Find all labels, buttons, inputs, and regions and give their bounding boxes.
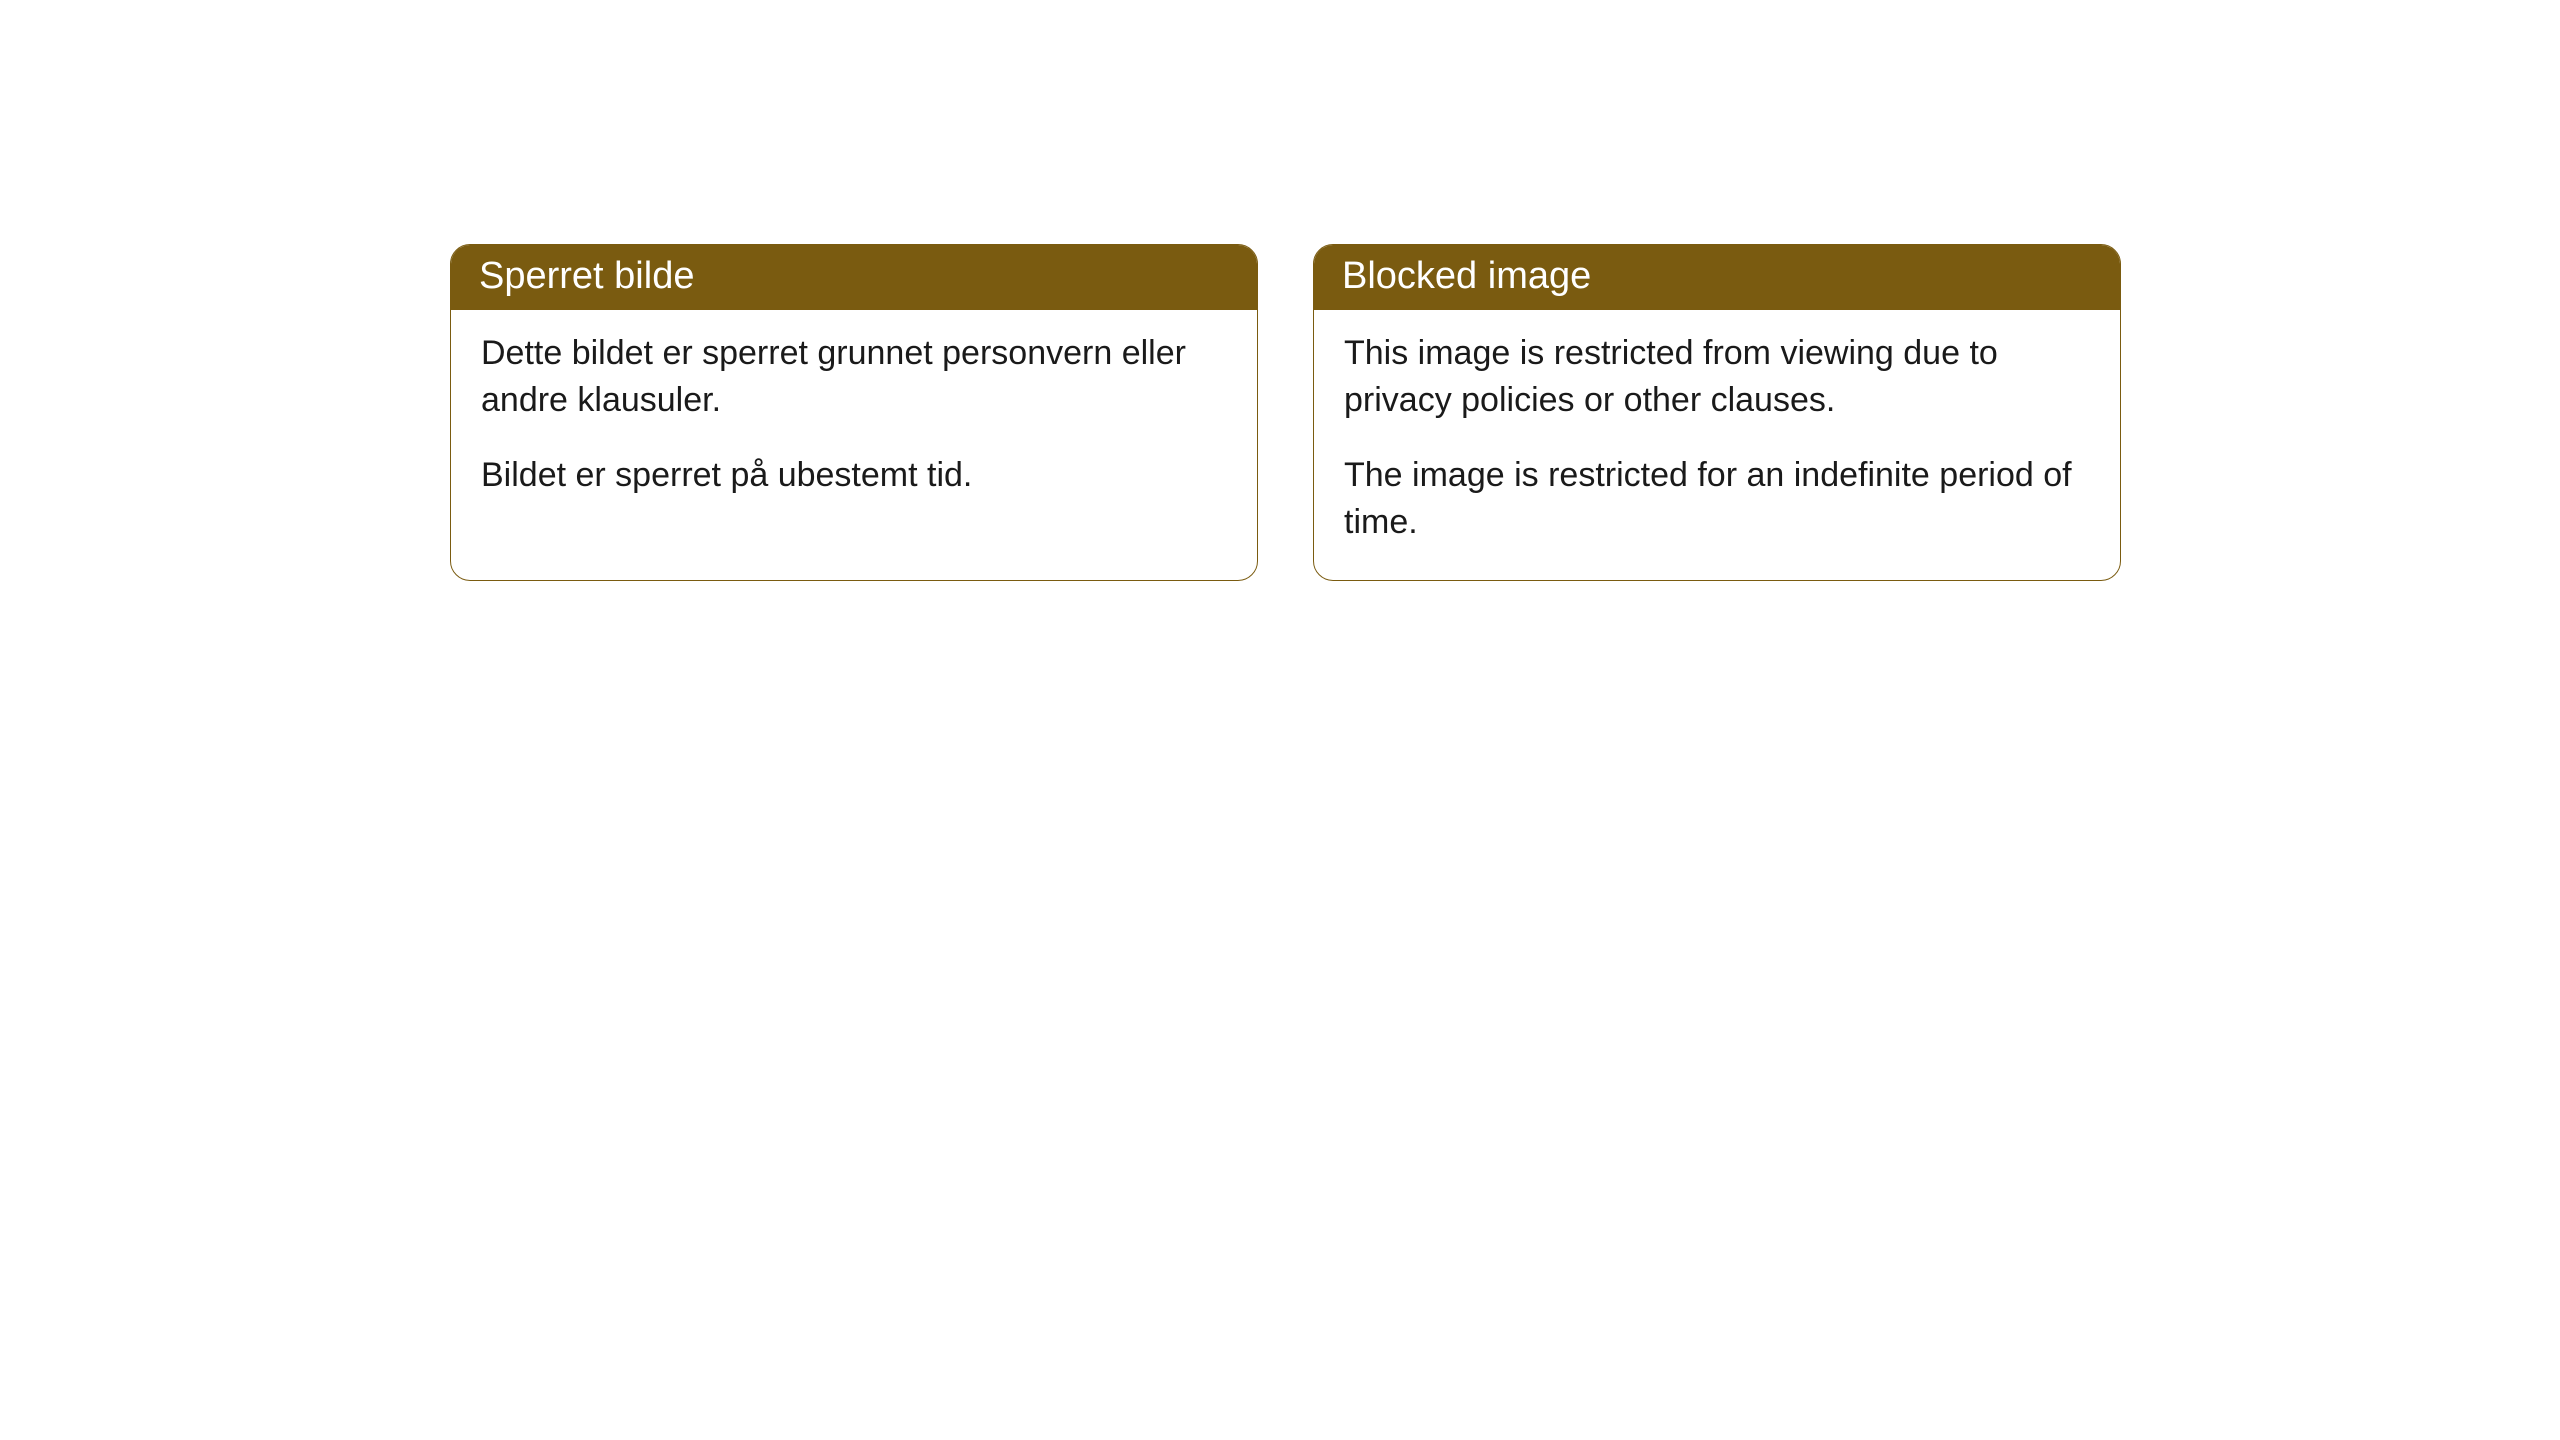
card-body-no: Dette bildet er sperret grunnet personve… [451,310,1257,533]
card-header-no: Sperret bilde [451,245,1257,310]
card-text-en-1: This image is restricted from viewing du… [1344,330,2090,424]
blocked-image-card-en: Blocked image This image is restricted f… [1313,244,2121,581]
card-text-no-1: Dette bildet er sperret grunnet personve… [481,330,1227,424]
cards-container: Sperret bilde Dette bildet er sperret gr… [450,244,2121,581]
blocked-image-card-no: Sperret bilde Dette bildet er sperret gr… [450,244,1258,581]
card-text-en-2: The image is restricted for an indefinit… [1344,452,2090,546]
card-text-no-2: Bildet er sperret på ubestemt tid. [481,452,1227,499]
card-body-en: This image is restricted from viewing du… [1314,310,2120,580]
card-header-en: Blocked image [1314,245,2120,310]
